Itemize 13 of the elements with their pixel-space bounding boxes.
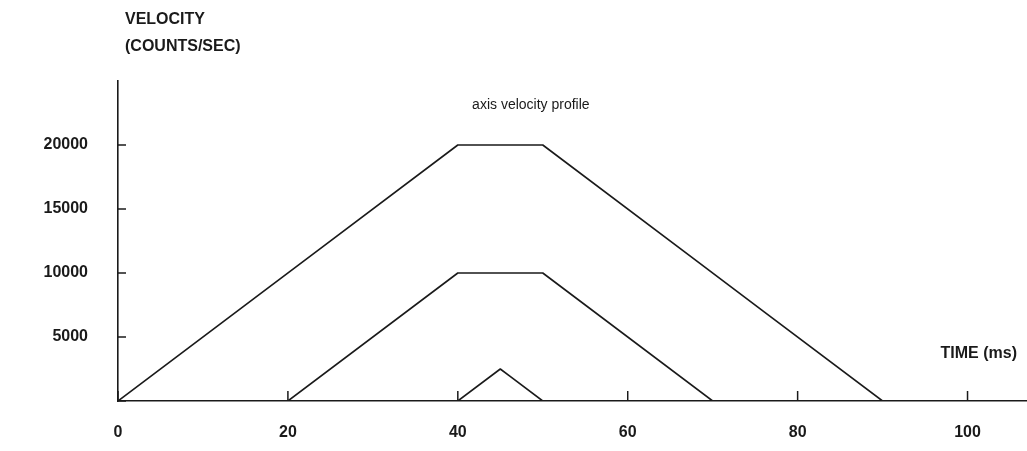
y-tick-label: 10000 — [43, 263, 89, 281]
x-axis-title: TIME (ms) — [940, 344, 1017, 362]
x-tick-label: 40 — [448, 423, 467, 441]
x-tick-label: 80 — [788, 423, 807, 441]
y-axis-title: VELOCITY (COUNTS/SEC) — [125, 10, 241, 55]
y-tick-label: 20000 — [43, 135, 89, 153]
x-tick-label: 0 — [113, 423, 123, 441]
x-tick-label: 20 — [279, 423, 297, 441]
y-tick-label: 5000 — [52, 327, 89, 345]
x-tick-label: 100 — [954, 423, 981, 441]
x-tick-label: 60 — [618, 423, 637, 441]
text: axis velocity profile — [472, 95, 590, 112]
y-tick-label: 15000 — [43, 199, 89, 217]
